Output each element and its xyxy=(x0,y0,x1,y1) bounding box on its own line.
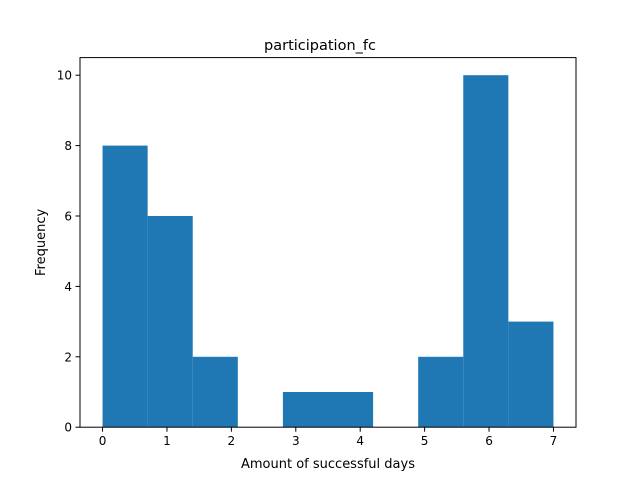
y-axis-label: Frequency xyxy=(34,209,49,276)
histogram-bar xyxy=(282,392,328,428)
x-axis-label: Amount of successful days xyxy=(241,457,415,472)
histogram-bar xyxy=(328,392,374,428)
x-tick-label: 7 xyxy=(550,434,558,448)
y-tick-label: 8 xyxy=(64,139,72,153)
histogram-bar xyxy=(508,321,554,428)
x-tick-label: 4 xyxy=(356,434,364,448)
y-tick-label: 4 xyxy=(64,280,72,294)
x-axis-ticks: 0 1 2 3 4 5 6 7 xyxy=(99,427,558,448)
histogram-bar xyxy=(192,356,238,428)
histogram-bar xyxy=(463,75,509,428)
x-tick-label: 0 xyxy=(99,434,107,448)
histogram-bar xyxy=(418,356,464,428)
x-tick-label: 5 xyxy=(421,434,429,448)
x-tick-label: 1 xyxy=(163,434,171,448)
x-tick-label: 3 xyxy=(292,434,300,448)
bars-group xyxy=(102,75,554,428)
histogram-bar xyxy=(147,216,193,428)
y-tick-label: 2 xyxy=(64,350,72,364)
y-tick-label: 0 xyxy=(64,421,72,435)
y-tick-label: 6 xyxy=(64,210,72,224)
y-axis-ticks: 0 2 4 6 8 10 xyxy=(57,69,80,435)
chart-title: participation_fc xyxy=(264,38,376,54)
x-tick-label: 6 xyxy=(485,434,493,448)
histogram-bar xyxy=(102,145,148,428)
y-tick-label: 10 xyxy=(57,69,72,83)
plot-frame xyxy=(79,57,577,428)
x-tick-label: 2 xyxy=(228,434,236,448)
